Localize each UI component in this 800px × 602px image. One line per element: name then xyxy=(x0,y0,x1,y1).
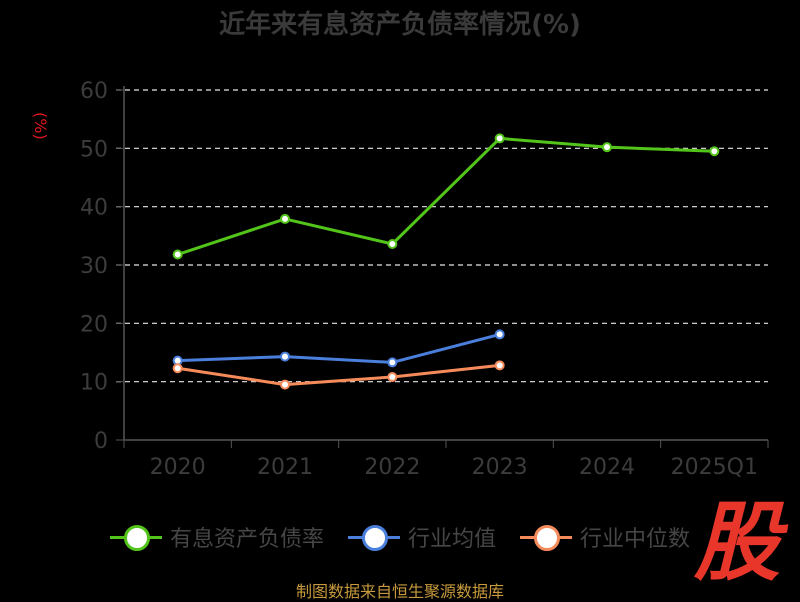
data-point xyxy=(280,351,290,362)
x-tick-label: 2024 xyxy=(579,455,635,480)
legend-item-industry-median[interactable]: 行业中位数 xyxy=(520,520,690,554)
data-point xyxy=(709,146,720,157)
data-point xyxy=(280,213,290,224)
x-tick-label: 2022 xyxy=(364,455,420,480)
series-line xyxy=(177,136,715,256)
legend-marker-icon xyxy=(347,524,400,551)
legend-label: 行业均值 xyxy=(407,527,496,552)
legend-item-industry-average[interactable]: 行业均值 xyxy=(347,520,496,554)
data-point xyxy=(387,357,398,368)
data-point xyxy=(494,329,505,340)
data-point xyxy=(494,360,505,371)
y-tick-label: 10 xyxy=(80,371,108,396)
legend-label: 有息资产负债率 xyxy=(169,527,324,552)
series-line xyxy=(177,332,501,364)
data-point xyxy=(602,142,612,153)
legend-marker-icon xyxy=(109,524,162,551)
x-tick-label: 2025Q1 xyxy=(671,455,758,480)
chart-title: 近年来有息资产负债率情况(%) xyxy=(219,10,581,40)
y-tick-label: 30 xyxy=(80,254,108,279)
legend-marker-icon xyxy=(520,524,572,551)
chart-legend: 有息资产负债率 行业均值 行业中位数 xyxy=(0,520,800,554)
data-point xyxy=(172,363,183,374)
x-tick-label: 2023 xyxy=(472,455,528,480)
data-point xyxy=(280,379,290,390)
data-point xyxy=(387,239,398,249)
y-tick-label: 20 xyxy=(80,312,108,337)
y-tick-label: 60 xyxy=(80,79,108,104)
data-source-note: 制图数据来自恒生聚源数据库 xyxy=(295,582,504,601)
y-tick-label: 40 xyxy=(80,196,108,221)
series-line xyxy=(177,363,500,387)
legend-label: 行业中位数 xyxy=(580,527,691,552)
x-tick-label: 2020 xyxy=(150,455,206,480)
y-tick-label: 0 xyxy=(94,429,108,454)
x-tick-label: 2021 xyxy=(257,455,313,480)
data-point xyxy=(387,372,398,382)
data-point xyxy=(494,133,505,144)
brand-logo: 股 xyxy=(694,493,780,593)
legend-item-interest-debt-ratio[interactable]: 有息资产负债率 xyxy=(109,520,324,554)
data-point xyxy=(172,249,183,260)
line-chart: 0 10 20 30 40 50 60 2020 2021 2022 2023 2024 2025Q1 xyxy=(80,79,769,480)
y-tick-label: 50 xyxy=(80,137,108,162)
